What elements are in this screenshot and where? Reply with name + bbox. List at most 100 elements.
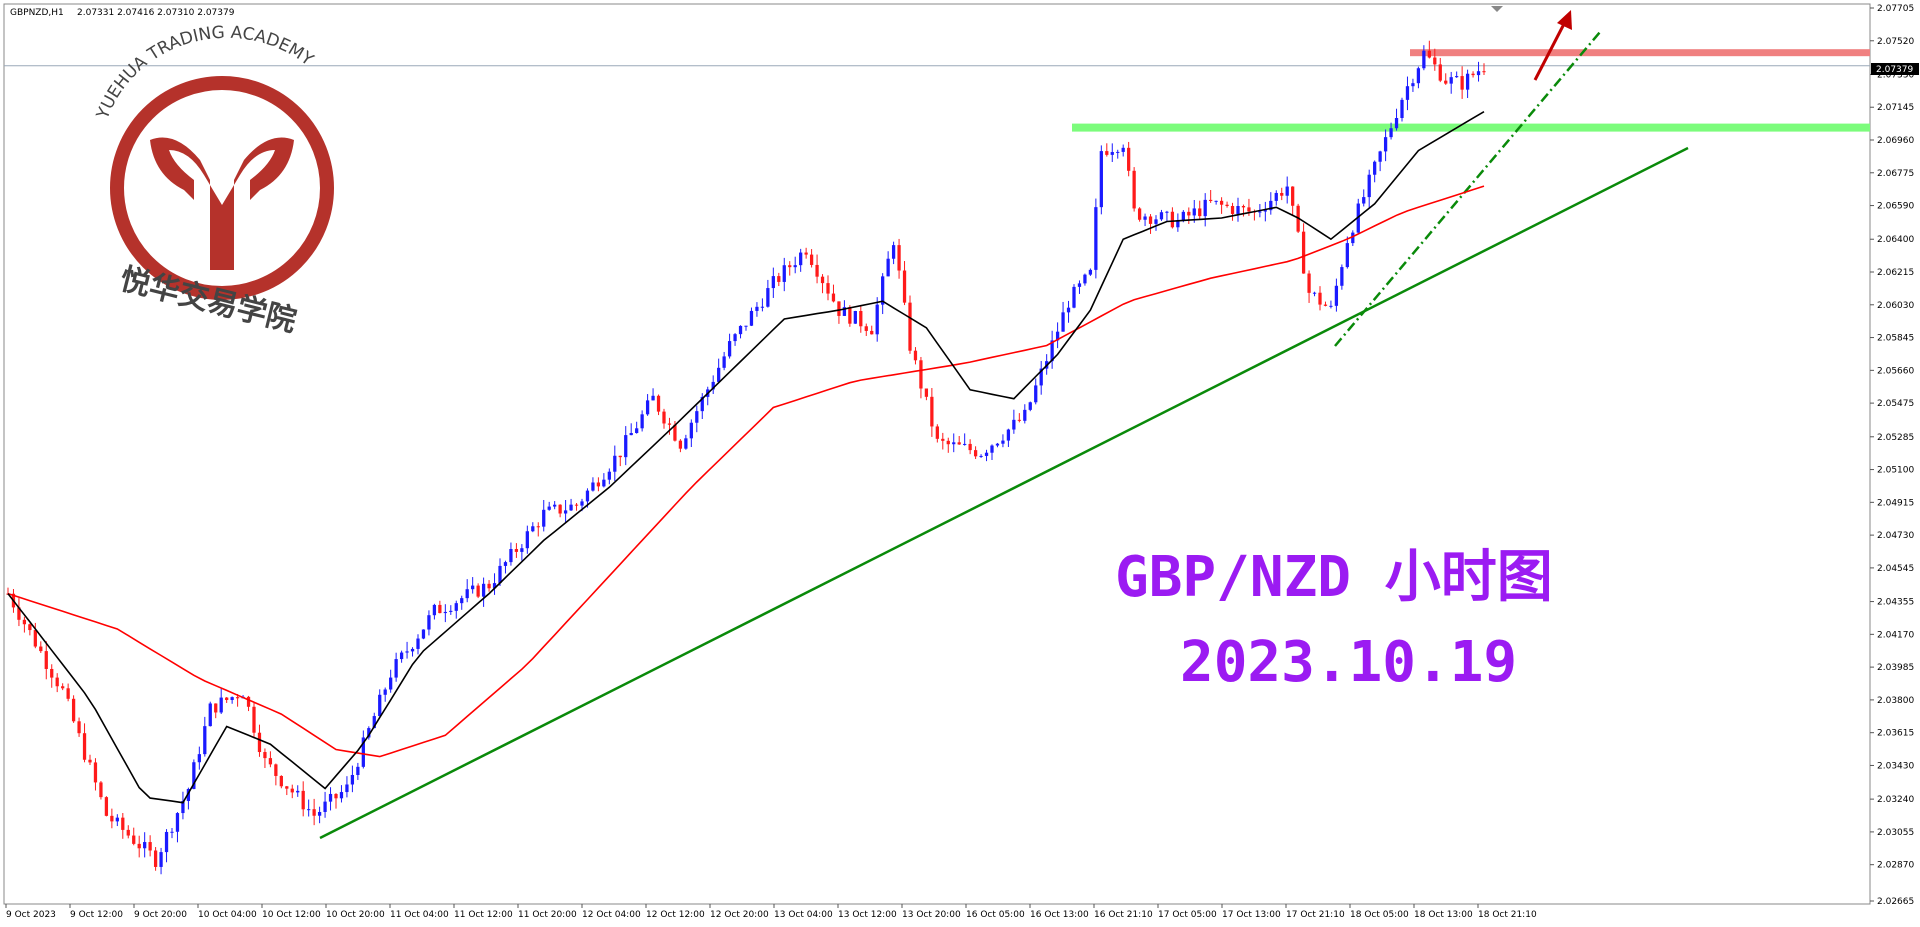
candle-body [733,334,737,342]
y-tick-label: 2.05660 [1877,366,1914,376]
candle-body [1367,174,1371,198]
candle-body [1427,50,1431,58]
candle-body [503,562,508,566]
candle-body [591,482,595,491]
candle-body [1433,57,1437,65]
candle-body [809,254,814,265]
candle-body [695,411,699,423]
candle-body [1028,402,1032,410]
candle-body [465,589,469,599]
y-tick-label: 2.03800 [1877,696,1914,706]
candle-body [1476,71,1481,76]
candle-body [804,252,808,255]
candle-body [1301,231,1306,274]
candle-body [492,583,497,589]
candle-body [848,307,852,324]
candle-body [1105,151,1109,155]
candle-body [629,433,633,436]
candle-body [1241,205,1246,208]
candle-body [1099,151,1103,208]
candle-body [930,396,934,427]
candle-body [71,698,76,722]
candle-body [886,258,890,277]
candle-body [22,619,27,625]
candle-body [870,330,874,335]
candle-body [416,638,420,649]
candle-body [1362,197,1366,204]
y-tick-label: 2.07520 [1877,37,1914,47]
candle-body [1061,312,1065,332]
x-tick-label: 18 Oct 05:00 [1350,910,1409,920]
candle-body [520,548,524,552]
x-tick-label: 9 Oct 2023 [6,910,56,920]
resistance-zone [1410,49,1870,57]
candle-body [219,697,223,713]
candle-body [153,850,158,867]
candle-body [1383,137,1388,152]
candle-body [203,726,207,755]
x-tick-label: 10 Oct 04:00 [198,910,257,920]
current-price-text: 2.07379 [1876,65,1913,75]
scroll-marker-icon[interactable] [1491,6,1503,12]
candle-body [563,510,568,514]
candle-body [1312,292,1317,294]
candle-body [181,800,185,814]
candle-body [946,440,950,445]
candle-body [443,611,447,614]
candle-body [432,604,437,616]
y-tick-label: 2.07705 [1877,4,1914,14]
candle-body [1465,73,1470,90]
annotation-date: 2023.10.19 [1180,630,1517,695]
candle-body [301,790,305,810]
candle-body [574,504,579,506]
candle-body [1263,210,1267,212]
candle-body [1274,192,1278,201]
y-tick-label: 2.06400 [1877,235,1914,245]
candle-body [1165,211,1169,213]
candle-body [771,276,775,289]
candle-body [93,762,98,783]
candle-body [460,598,464,604]
x-tick-label: 9 Oct 20:00 [134,910,187,920]
candle-body [121,817,125,830]
candle-body [186,788,191,801]
candle-body [935,426,939,439]
candle-body [356,766,360,775]
candle-body [913,350,918,361]
candle-body [531,526,535,532]
candle-body [476,585,480,597]
candle-body [1187,211,1191,216]
candle-body [897,245,901,271]
candle-body [963,443,967,445]
y-tick-label: 2.04170 [1877,630,1914,640]
candle-body [39,646,43,652]
candle-body [1170,211,1175,228]
candle-body [148,842,152,851]
candle-body [1444,80,1448,84]
candle-body [1181,211,1185,221]
x-tick-label: 13 Oct 04:00 [774,910,833,920]
y-tick-label: 2.04545 [1877,564,1914,574]
candle-body [328,793,333,802]
candle-body [405,651,409,653]
up-arrow-icon [1533,10,1572,81]
y-tick-label: 2.02665 [1877,897,1914,907]
candle-body [296,790,300,793]
candle-body [334,793,338,799]
candle-body [990,445,994,453]
candle-body [1291,186,1295,206]
y-tick-label: 2.06775 [1877,169,1914,179]
candle-body [1088,269,1093,275]
ohlc-readout: 2.07331 2.07416 2.07310 2.07379 [77,8,235,18]
candle-body [1077,283,1082,287]
candle-body [859,311,863,327]
candle-body [1066,307,1071,313]
x-tick-label: 13 Oct 12:00 [838,910,897,920]
x-tick-label: 18 Oct 13:00 [1414,910,1473,920]
candle-body [853,311,857,324]
candle-body [1438,64,1442,81]
candle-body [864,326,868,331]
candle-body [547,506,551,510]
candle-body [290,788,294,793]
